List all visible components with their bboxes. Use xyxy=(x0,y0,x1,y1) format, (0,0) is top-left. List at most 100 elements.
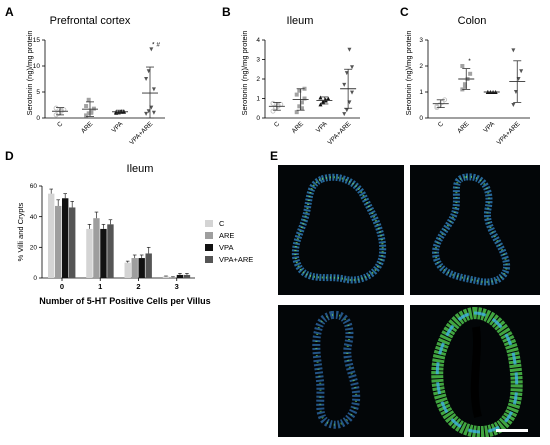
micrograph-top-right xyxy=(410,165,540,295)
x-tick-label: 2 xyxy=(136,282,140,291)
data-point xyxy=(270,108,276,114)
x-tick-label: VPA+ARE xyxy=(327,120,353,146)
y-tick-label: 20 xyxy=(30,245,38,252)
y-tick-label: 3 xyxy=(419,37,423,44)
tissue-top-right xyxy=(432,173,511,286)
scale-bar xyxy=(496,429,528,432)
x-tick-label: VPA+ARE xyxy=(496,120,522,146)
micrograph-bottom-right xyxy=(410,305,540,437)
legend-label: C xyxy=(219,219,225,228)
y-tick-label: 0 xyxy=(419,115,423,122)
x-tick-label: VPA xyxy=(315,120,329,134)
significance-annotation: * # xyxy=(152,41,160,48)
bar xyxy=(55,205,62,278)
data-point xyxy=(342,112,347,117)
data-point xyxy=(294,110,299,115)
bar xyxy=(162,276,170,278)
data-point xyxy=(511,103,516,107)
x-tick-label: 0 xyxy=(60,282,64,291)
data-point xyxy=(350,90,355,95)
data-point xyxy=(294,92,299,97)
data-point xyxy=(342,82,347,87)
y-tick-label: 15 xyxy=(33,37,41,44)
legend-label: VPA+ARE xyxy=(219,255,253,264)
data-point xyxy=(519,69,524,74)
panel-c-ylabel: Serotonin (ng)/mg protein xyxy=(404,30,413,115)
x-tick-label: C xyxy=(56,120,64,128)
bar xyxy=(145,253,152,278)
data-point xyxy=(462,84,467,89)
panel-d-ylabel: % Villi and Crypts xyxy=(16,202,25,261)
significance-annotation: * xyxy=(468,58,471,65)
data-point xyxy=(302,96,307,101)
y-tick-label: 1 xyxy=(419,89,423,96)
x-tick-label: C xyxy=(273,120,281,128)
panel-b-scatter: Ileum Serotonin (ng)/mg protein 0 1 2 3 4 C AR… xyxy=(240,15,360,146)
panel-label-d: D xyxy=(5,149,14,163)
y-tick-label: 2 xyxy=(256,76,260,83)
bar xyxy=(62,198,69,278)
y-tick-label: 4 xyxy=(256,37,260,44)
bar xyxy=(86,228,93,278)
tissue-top-left xyxy=(291,173,387,284)
micrograph-top-left xyxy=(278,165,404,295)
y-tick-label: 60 xyxy=(30,183,38,190)
bar xyxy=(131,258,138,278)
x-tick-label: ARE xyxy=(456,120,471,135)
legend-swatch xyxy=(205,232,213,239)
x-tick-label: ARE xyxy=(291,120,306,135)
panel-d-title: Ileum xyxy=(127,163,154,175)
y-tick-label: 3 xyxy=(256,57,260,64)
panel-a-scatter: Prefrontal cortex Serotonin (ng)/mg prot… xyxy=(25,15,165,146)
panel-c-scatter: Colon Serotonin (ng)/mg protein 0 1 2 3 C ARE… xyxy=(404,15,530,146)
data-point xyxy=(326,96,331,101)
data-point xyxy=(144,77,149,81)
data-point xyxy=(462,82,467,87)
data-point xyxy=(89,110,94,115)
data-point xyxy=(468,71,473,76)
y-tick-label: 0 xyxy=(256,115,260,122)
data-point xyxy=(151,110,156,115)
x-tick-label: VPA+ARE xyxy=(128,120,154,146)
data-point xyxy=(344,108,349,113)
y-tick-label: 0 xyxy=(33,275,37,282)
legend-swatch xyxy=(205,256,213,263)
bar xyxy=(48,193,55,278)
micrograph-bottom-left xyxy=(278,305,404,437)
bar xyxy=(183,274,191,278)
data-point xyxy=(149,47,154,52)
legend-swatch xyxy=(205,244,213,251)
legend-label: VPA xyxy=(219,243,233,252)
x-tick-label: C xyxy=(437,120,445,128)
bar xyxy=(138,258,145,278)
data-point xyxy=(53,105,59,111)
legend-label: ARE xyxy=(219,231,234,240)
data-point xyxy=(86,111,91,116)
x-tick-label: VPA xyxy=(482,120,496,134)
bar xyxy=(100,228,107,278)
y-tick-label: 2 xyxy=(419,63,423,70)
panel-b-ylabel: Serotonin (ng)/mg protein xyxy=(240,30,249,115)
bar xyxy=(176,274,184,278)
data-point xyxy=(275,102,281,108)
data-point xyxy=(84,104,89,109)
bar xyxy=(169,277,177,278)
tissue-bottom-right xyxy=(431,306,523,437)
data-point xyxy=(460,64,465,68)
panel-b-title: Ileum xyxy=(287,15,314,27)
panel-c-title: Colon xyxy=(458,15,487,27)
bar xyxy=(93,218,100,278)
y-tick-label: 0 xyxy=(36,115,40,122)
tissue-bottom-left xyxy=(312,310,361,429)
data-point xyxy=(84,113,89,118)
y-tick-label: 1 xyxy=(256,96,260,103)
x-tick-label: VPA xyxy=(111,120,125,134)
panel-a-title: Prefrontal cortex xyxy=(50,15,131,27)
panel-label-a: A xyxy=(5,5,14,19)
data-point xyxy=(439,99,445,105)
y-tick-label: 10 xyxy=(33,63,41,70)
data-point xyxy=(86,97,91,102)
x-tick-label: 3 xyxy=(175,282,179,291)
data-point xyxy=(350,65,355,70)
data-point xyxy=(318,95,323,100)
